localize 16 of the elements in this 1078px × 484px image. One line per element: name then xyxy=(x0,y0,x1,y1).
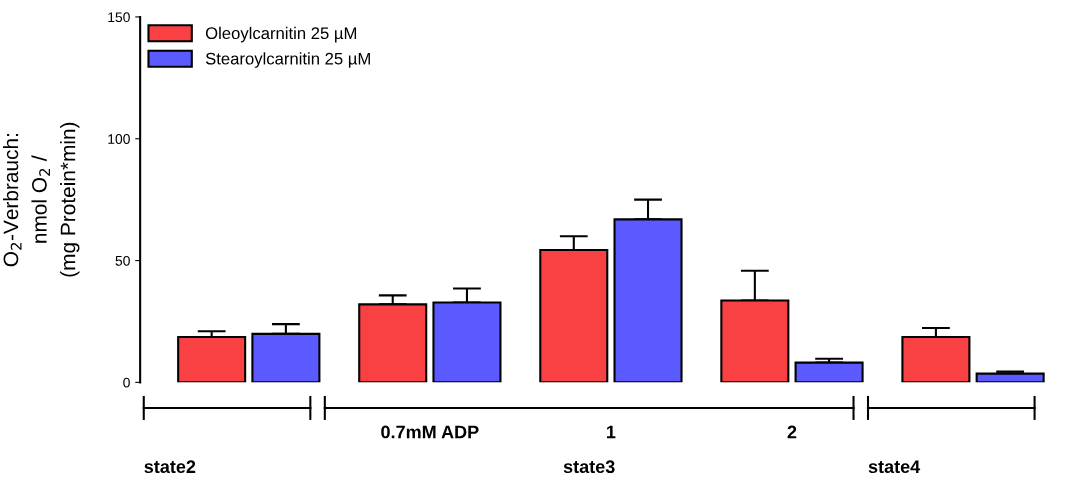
y-tick-label: 50 xyxy=(115,255,130,266)
x-tick-label: 0.7mM ADP xyxy=(381,425,479,439)
y-tick-label: 100 xyxy=(108,134,130,144)
bar xyxy=(177,336,247,383)
y-tick-label: 150 xyxy=(108,12,130,23)
bar xyxy=(975,372,1045,383)
legend-label: Oleoylcarnitin 25 µM xyxy=(205,26,357,43)
bar xyxy=(794,361,864,383)
text: state4 xyxy=(868,460,921,474)
y-tick-label: 0 xyxy=(123,377,130,388)
x-tick-label: 2 xyxy=(787,425,797,439)
x-tick-label: 1 xyxy=(607,425,616,439)
text: state3 xyxy=(563,460,615,474)
legend-label: Stearoylcarnitin 25 µM xyxy=(205,52,370,68)
text: state2 xyxy=(144,460,196,474)
y-axis-title: O$_{2}$-Verbrauch: nmol O$_{2}$ / (mg Protein*min) xyxy=(2,122,80,277)
